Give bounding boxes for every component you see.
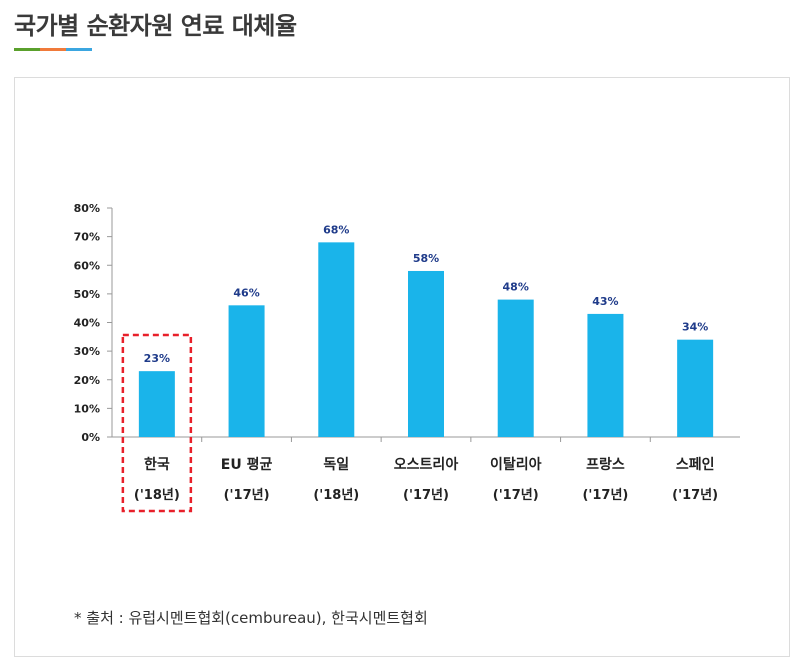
- x-category-year-label: ('17년): [672, 488, 718, 503]
- underline-segment-blue: [66, 48, 92, 51]
- bar: [677, 339, 714, 437]
- y-tick-label: 70%: [74, 231, 100, 244]
- bar: [138, 371, 175, 437]
- y-tick-label: 30%: [74, 345, 100, 358]
- x-category-label: EU 평균: [221, 456, 273, 473]
- y-tick-label: 10%: [74, 402, 100, 415]
- bar-value-label: 43%: [592, 295, 618, 308]
- y-tick-label: 0%: [81, 431, 100, 444]
- source-note: * 출처 : 유럽시멘트협회(cembureau), 한국시멘트협회: [74, 609, 428, 627]
- chart-panel: 0% 10% 20% 30% 40% 50% 60% 70% 80% 23% 한국 ('18년) 46%…: [14, 77, 790, 657]
- y-tick-label: 40%: [74, 317, 100, 330]
- bar-value-label: 34%: [682, 321, 708, 334]
- y-tick-label: 80%: [74, 202, 100, 215]
- y-tick-label: 60%: [74, 259, 100, 272]
- bar: [497, 299, 534, 437]
- bar-value-label: 48%: [503, 281, 529, 294]
- bar-value-label: 68%: [323, 223, 349, 236]
- x-category-year-label: ('17년): [582, 488, 628, 503]
- bar: [318, 242, 355, 437]
- title-underline: [14, 48, 92, 51]
- x-category-year-label: ('18년): [134, 488, 180, 503]
- x-category-label: 이탈리아: [490, 456, 542, 473]
- bar-value-label: 23%: [144, 352, 170, 365]
- x-category-year-label: ('17년): [493, 488, 539, 503]
- y-tick-label: 20%: [74, 374, 100, 387]
- x-category-label: 한국: [144, 457, 170, 473]
- bar-chart: 0% 10% 20% 30% 40% 50% 60% 70% 80% 23% 한국 ('18년) 46%…: [74, 202, 740, 513]
- page-title: 국가별 순환자원 연료 대체율: [14, 12, 297, 40]
- bar: [408, 270, 444, 437]
- bar: [587, 313, 624, 437]
- bar: [228, 305, 265, 437]
- underline-segment-orange: [40, 48, 66, 51]
- x-category-year-label: ('18년): [313, 488, 359, 503]
- x-category-label: 프랑스: [586, 457, 625, 473]
- highlight-box: [121, 333, 193, 513]
- x-category-label: 스페인: [676, 456, 715, 473]
- y-tick-label: 50%: [74, 288, 100, 301]
- x-category-year-label: ('17년): [403, 488, 449, 503]
- bar-value-label: 46%: [233, 286, 259, 299]
- bar-value-label: 58%: [413, 252, 439, 265]
- x-category-label: 독일: [323, 457, 349, 473]
- x-category-year-label: ('17년): [224, 488, 270, 503]
- underline-segment-green: [14, 48, 40, 51]
- x-category-label: 오스트리아: [394, 456, 459, 473]
